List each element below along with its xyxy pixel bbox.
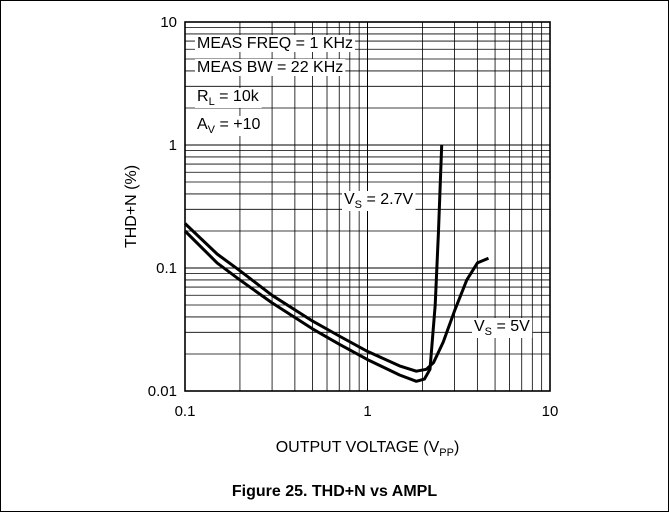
y-tick-label: 10 xyxy=(160,14,177,31)
series-label-2: VS = 5V xyxy=(472,318,533,338)
series-label-2-text: VS = 5V xyxy=(474,318,530,338)
plot-border xyxy=(184,21,551,392)
y-tick-label: 0.01 xyxy=(148,383,177,400)
figure-caption: Figure 25. THD+N vs AMPL xyxy=(231,483,438,500)
condition-label-4-text: AV = +10 xyxy=(197,116,260,136)
x-tick-label: 1 xyxy=(363,403,371,420)
x-tick-label: 0.1 xyxy=(175,403,196,420)
thd-vs-ampl-chart: 0.1 1 10 0.01 0.1 1 10 OUTPUT VOLTAGE (VPP) THD+… xyxy=(123,14,559,459)
condition-label-1: MEAS FREQ = 1 KHz xyxy=(195,35,356,52)
condition-label-2-text: MEAS BW = 22 KHz xyxy=(197,59,343,76)
x-tick-label: 10 xyxy=(542,403,559,420)
series-label-2-bg xyxy=(472,318,533,338)
series-label-1: VS = 2.7V xyxy=(342,191,416,211)
condition-label-3-bg xyxy=(195,88,262,108)
series-label-1-text: VS = 2.7V xyxy=(344,191,413,211)
series-label-1-bg xyxy=(342,191,416,211)
condition-label-1-text: MEAS FREQ = 1 KHz xyxy=(197,35,353,52)
grid xyxy=(184,22,550,392)
condition-label-3: RL = 10k xyxy=(195,88,262,108)
condition-label-2: MEAS BW = 22 KHz xyxy=(195,59,346,76)
condition-label-3-text: RL = 10k xyxy=(197,88,260,108)
x-axis-label: OUTPUT VOLTAGE (VPP) xyxy=(276,439,460,459)
condition-label-4: AV = +10 xyxy=(195,116,263,136)
y-tick-label: 0.1 xyxy=(156,260,177,277)
condition-label-2-bg xyxy=(195,59,346,76)
series-line-2 xyxy=(183,222,490,373)
condition-label-1-bg xyxy=(195,35,356,52)
condition-label-4-bg xyxy=(195,116,263,136)
series-line-1 xyxy=(183,144,444,383)
y-tick-label: 1 xyxy=(169,137,177,154)
y-axis-label: THD+N (%) xyxy=(123,165,140,248)
